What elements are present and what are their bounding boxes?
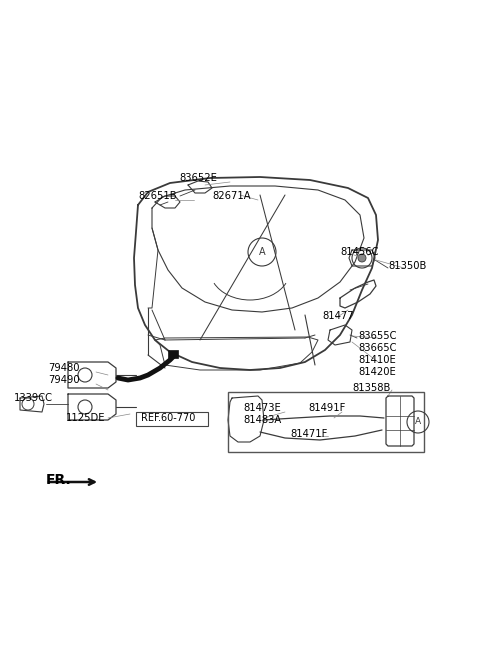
Text: 81483A: 81483A: [243, 415, 281, 425]
Text: 1125DE: 1125DE: [66, 413, 106, 423]
Text: 81350B: 81350B: [388, 261, 426, 271]
Text: 81491F: 81491F: [308, 403, 346, 413]
Text: 82651B: 82651B: [138, 191, 177, 201]
Text: REF.60-770: REF.60-770: [141, 413, 195, 423]
Text: 81358B: 81358B: [352, 383, 390, 393]
Text: 81471F: 81471F: [290, 429, 327, 439]
Text: A: A: [415, 417, 421, 426]
Text: 83665C: 83665C: [358, 343, 396, 353]
Circle shape: [358, 254, 366, 262]
Text: 79480: 79480: [48, 363, 80, 373]
Text: 83652E: 83652E: [179, 173, 217, 183]
Text: 82671A: 82671A: [212, 191, 251, 201]
Text: 83655C: 83655C: [358, 331, 396, 341]
Text: 81456C: 81456C: [340, 247, 379, 257]
Text: 81473E: 81473E: [243, 403, 281, 413]
Text: FR.: FR.: [46, 473, 72, 487]
Text: 81477: 81477: [322, 311, 354, 321]
Text: 79490: 79490: [48, 375, 80, 385]
Text: A: A: [259, 247, 265, 257]
Bar: [168, 350, 178, 358]
Text: 81410E: 81410E: [358, 355, 396, 365]
Text: 1339CC: 1339CC: [14, 393, 53, 403]
Text: 81420E: 81420E: [358, 367, 396, 377]
